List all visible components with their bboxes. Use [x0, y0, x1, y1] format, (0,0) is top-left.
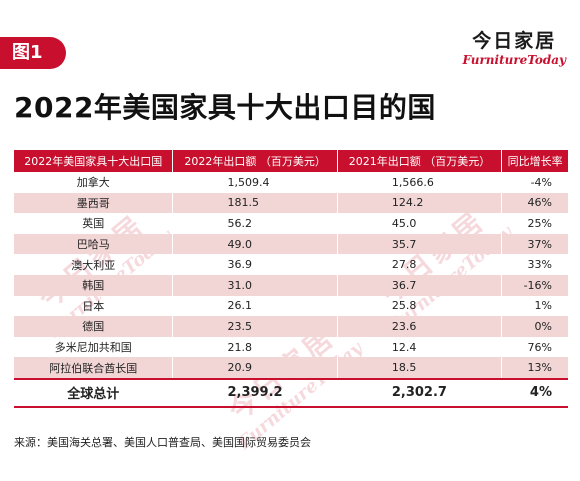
total-label: 全球总计 [14, 377, 174, 408]
cell-growth: 25% [527, 216, 552, 230]
table-row: 墨西哥 181.5 124.2 46% [14, 192, 568, 214]
cell-value-2022: 20.9 [172, 357, 338, 379]
cell-value-2022: 181.5 [172, 192, 338, 214]
cell-growth: 33% [527, 258, 552, 272]
cell-value-2021: 25.8 [337, 295, 503, 317]
cell-country: 加拿大 [14, 172, 174, 193]
table-row: 阿拉伯联合酋长国 20.9 18.5 13% [14, 357, 568, 379]
cell-growth: -4% [530, 175, 552, 189]
cell-country: 日本 [14, 295, 174, 317]
cell-value-2021: 1,566.6 [337, 172, 503, 193]
cell-growth: 46% [501, 192, 568, 214]
cell-growth: 0% [501, 316, 568, 337]
cell-country: 德国 [14, 316, 174, 337]
cell-value-2022: 26.1 [172, 295, 338, 317]
brand-logo: 今日家居 FurnitureToday [462, 30, 566, 68]
cell-growth: 76% [527, 340, 552, 354]
page-title: 2022年美国家具十大出口目的国 [14, 91, 436, 124]
table-row: 日本 26.1 25.8 1% [14, 295, 568, 317]
cell-country: 澳大利亚 [14, 254, 174, 275]
cell-value-2022: 23.5 [172, 316, 338, 337]
header-2021: 2021年出口额 （百万美元） [337, 150, 503, 172]
cell-value-2022: 36.9 [172, 254, 338, 275]
header-country: 2022年美国家具十大出口国 [14, 150, 174, 172]
figure-label: 图1 [0, 37, 66, 69]
cell-value-2022: 21.8 [172, 336, 338, 358]
cell-value-2022: 56.2 [172, 213, 338, 234]
table-row: 韩国 31.0 36.7 -16% [14, 274, 568, 296]
total-growth: 4% [501, 377, 568, 408]
cell-value-2021: 18.5 [337, 357, 503, 379]
total-2022: 2,399.2 [172, 377, 338, 408]
cell-value-2021: 27.8 [337, 254, 503, 275]
export-table: 2022年美国家具十大出口国 2022年出口额 （百万美元） 2021年出口额 … [14, 150, 568, 408]
cell-growth: 37% [501, 233, 568, 255]
header-growth: 同比增长率 [501, 150, 568, 172]
header-2022: 2022年出口额 （百万美元） [172, 150, 338, 172]
cell-value-2021: 124.2 [337, 192, 503, 214]
cell-growth: -16% [501, 274, 568, 296]
total-2021: 2,302.7 [337, 377, 503, 408]
table-row: 英国 56.2 45.0 25% [14, 213, 568, 234]
cell-country: 英国 [14, 213, 174, 234]
cell-value-2021: 35.7 [337, 233, 503, 255]
cell-value-2022: 1,509.4 [172, 172, 338, 193]
cell-country: 巴哈马 [14, 233, 174, 255]
brand-cn: 今日家居 [472, 30, 557, 52]
cell-value-2021: 45.0 [337, 213, 503, 234]
total-row: 全球总计 2,399.2 2,302.7 4% [14, 377, 568, 408]
cell-value-2021: 36.7 [337, 274, 503, 296]
table-row: 多米尼加共和国 21.8 12.4 76% [14, 336, 568, 358]
brand-en: FurnitureToday [462, 53, 566, 67]
table-row: 巴哈马 49.0 35.7 37% [14, 233, 568, 255]
table-row: 德国 23.5 23.6 0% [14, 316, 568, 337]
cell-growth: 1% [534, 299, 552, 313]
cell-country: 阿拉伯联合酋长国 [14, 357, 174, 379]
cell-country: 墨西哥 [14, 192, 174, 214]
cell-value-2022: 31.0 [172, 274, 338, 296]
cell-value-2021: 23.6 [337, 316, 503, 337]
cell-country: 多米尼加共和国 [14, 336, 174, 358]
cell-country: 韩国 [14, 274, 174, 296]
cell-value-2022: 49.0 [172, 233, 338, 255]
table-row: 澳大利亚 36.9 27.8 33% [14, 254, 568, 275]
table-row: 加拿大 1,509.4 1,566.6 -4% [14, 172, 568, 193]
table-header-row: 2022年美国家具十大出口国 2022年出口额 （百万美元） 2021年出口额 … [14, 150, 568, 172]
source-note: 来源：美国海关总署、美国人口普查局、美国国际贸易委员会 [14, 436, 311, 449]
cell-growth: 13% [501, 357, 568, 379]
cell-value-2021: 12.4 [337, 336, 503, 358]
